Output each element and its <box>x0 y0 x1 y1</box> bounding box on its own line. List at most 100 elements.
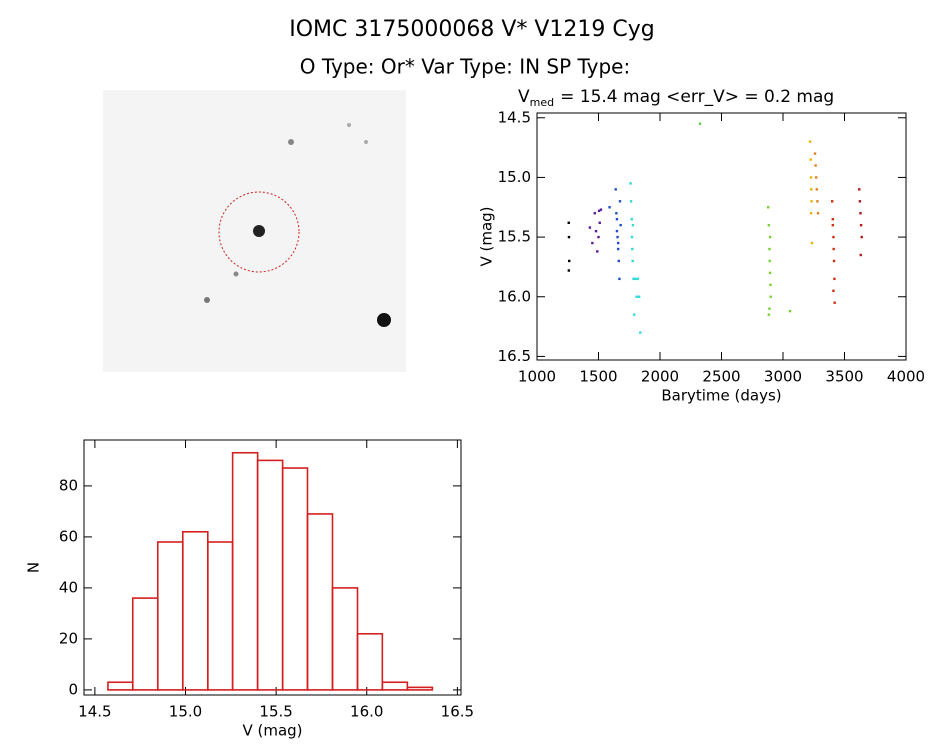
bar <box>381 681 409 691</box>
point <box>632 313 636 316</box>
bar <box>406 686 434 691</box>
point <box>767 313 771 316</box>
point <box>618 277 621 281</box>
point <box>858 200 862 203</box>
point <box>567 269 571 272</box>
bar <box>107 681 134 691</box>
star-image <box>103 90 406 372</box>
point <box>616 235 619 239</box>
point <box>631 223 635 227</box>
bar <box>306 513 334 691</box>
point <box>617 259 620 263</box>
point <box>618 200 622 203</box>
point <box>832 289 835 292</box>
bar <box>231 451 259 691</box>
point <box>816 212 820 215</box>
point <box>768 247 771 251</box>
x-tick-label: 14.5 <box>78 703 111 721</box>
plot-frame <box>83 439 462 696</box>
point <box>859 223 863 227</box>
point <box>567 221 570 224</box>
x-tick-label: 16.5 <box>441 703 474 721</box>
point <box>619 223 622 227</box>
point <box>634 277 637 281</box>
point <box>859 212 862 215</box>
point <box>615 212 618 215</box>
point <box>810 200 813 203</box>
x-tick-label: 1000 <box>518 368 556 386</box>
point <box>831 217 835 221</box>
y-axis-label: N <box>25 562 43 573</box>
point <box>615 229 619 233</box>
point <box>831 223 835 227</box>
star <box>377 313 391 327</box>
y-tick-label: 40 <box>59 578 78 596</box>
point <box>629 182 632 185</box>
point <box>597 235 600 239</box>
point <box>769 295 772 298</box>
chart-title: Vmed = 15.4 mag <err_V> = 0.2 mag <box>518 87 834 109</box>
point <box>860 235 863 239</box>
star <box>364 140 368 144</box>
title-part: = 15.4 mag <err_V> = 0.2 mag <box>560 87 834 107</box>
point <box>816 200 819 203</box>
point <box>594 229 598 233</box>
x-tick-label: 2000 <box>641 368 679 386</box>
point <box>832 259 836 263</box>
y-tick-label: 15.5 <box>498 228 531 246</box>
star <box>233 271 239 277</box>
bar <box>131 597 159 691</box>
point <box>615 217 619 221</box>
point <box>768 259 771 263</box>
x-tick-label: 3500 <box>825 368 863 386</box>
target-circle <box>218 191 300 273</box>
point <box>769 283 772 287</box>
point <box>832 247 835 251</box>
x-tick-label: 3000 <box>764 368 802 386</box>
light-curve: 1000 1500 2000 2500 3000 3500 4000 14.5 15.0 15.5… <box>478 87 926 405</box>
point <box>810 188 813 191</box>
point <box>635 295 638 298</box>
star <box>288 139 294 145</box>
y-tick-label: 20 <box>59 629 78 647</box>
bar <box>281 467 309 691</box>
point <box>832 235 835 239</box>
point <box>813 152 817 155</box>
point <box>631 247 634 251</box>
x-tick-label: 1500 <box>579 368 617 386</box>
point <box>596 250 599 253</box>
title-part: med <box>530 96 554 109</box>
point <box>768 235 772 239</box>
x-axis-label: V (mag) <box>242 722 302 740</box>
y-axis-label: V (mag) <box>478 206 496 266</box>
point <box>814 164 817 167</box>
point <box>616 241 620 245</box>
point <box>629 200 633 203</box>
x-axis-label: Barytime (days) <box>661 387 781 405</box>
point <box>768 307 771 310</box>
point <box>631 259 634 263</box>
point <box>639 331 642 334</box>
point <box>858 188 861 191</box>
point <box>588 226 592 229</box>
point <box>568 259 571 263</box>
x-tick-label: 4000 <box>887 368 925 386</box>
point <box>808 140 812 143</box>
point <box>831 200 834 203</box>
star <box>253 225 265 237</box>
point <box>767 206 770 209</box>
x-tick-label: 15.5 <box>259 703 292 721</box>
point <box>567 235 571 239</box>
bar <box>181 530 209 691</box>
point <box>632 277 635 281</box>
y-tick-label: 80 <box>59 476 78 494</box>
point <box>768 271 772 275</box>
point <box>767 223 771 227</box>
y-tick-label: 60 <box>59 527 78 545</box>
y-tick-label: 15.0 <box>498 168 531 186</box>
x-tick-label: 2500 <box>702 368 740 386</box>
point <box>616 247 620 251</box>
star <box>204 297 210 303</box>
point <box>809 176 813 179</box>
